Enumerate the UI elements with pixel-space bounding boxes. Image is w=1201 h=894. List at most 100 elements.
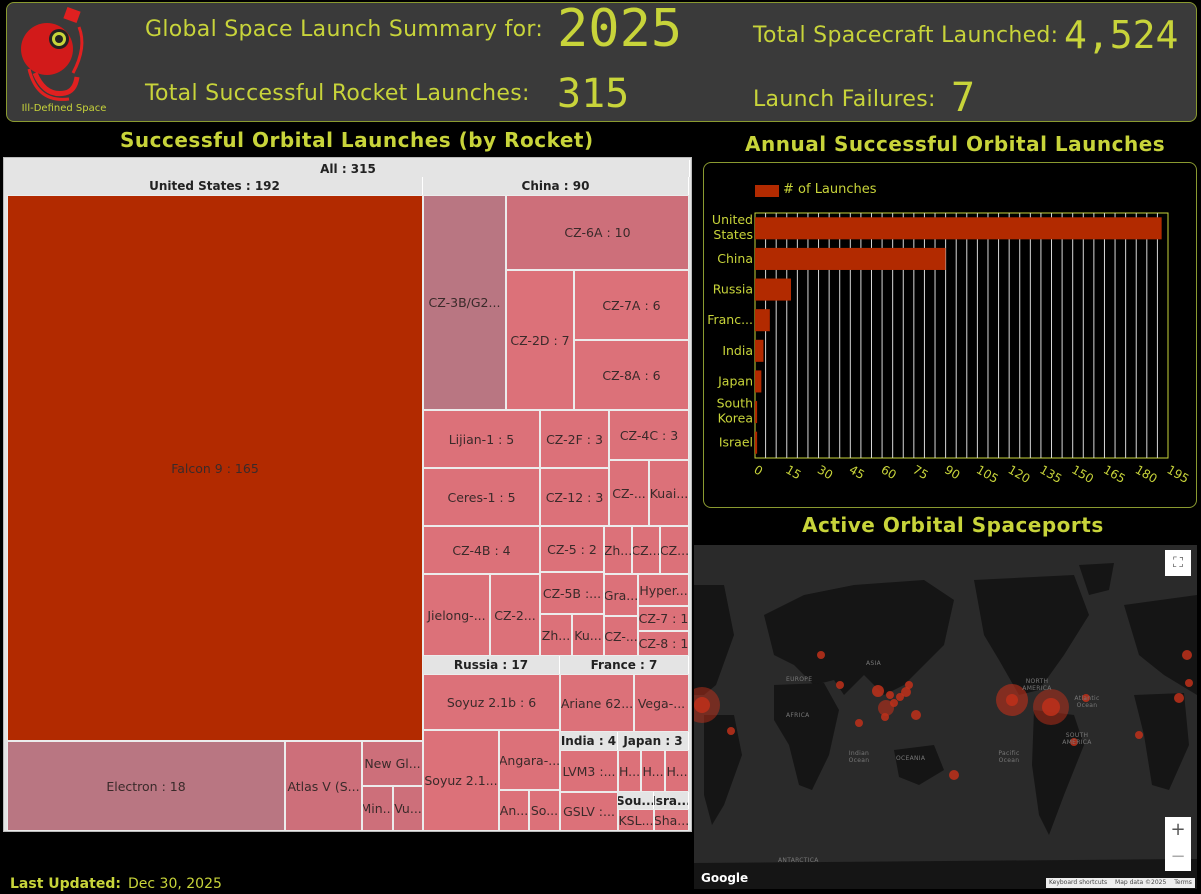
- treemap-cell[interactable]: CZ-8 : 1: [638, 631, 689, 656]
- treemap-cell[interactable]: CZ-2D : 7: [506, 270, 574, 410]
- treemap-cell[interactable]: LVM3 :...: [560, 750, 618, 792]
- treemap-cell[interactable]: H...: [665, 750, 689, 792]
- treemap-cell[interactable]: CZ...: [660, 526, 689, 574]
- x-tick-label: 195: [1165, 462, 1192, 486]
- bar-chart-title: Annual Successful Orbital Launches: [745, 132, 1166, 156]
- treemap-cell[interactable]: CZ-2F : 3: [540, 410, 609, 468]
- treemap-cell[interactable]: New Gl...: [362, 741, 423, 786]
- treemap-cell[interactable]: CZ-5B :...: [540, 572, 604, 614]
- treemap-cell[interactable]: Zh...: [540, 614, 572, 656]
- category-label: China: [717, 251, 753, 266]
- world-map: [694, 545, 1197, 889]
- x-tick-label: 135: [1037, 462, 1064, 486]
- treemap-cell[interactable]: H...: [618, 750, 641, 792]
- label-indian-ocean: Indian Ocean: [848, 750, 870, 764]
- map-title: Active Orbital Spaceports: [802, 513, 1104, 537]
- treemap-cell[interactable]: Vega-...: [634, 674, 689, 732]
- legend-label: # of Launches: [783, 182, 877, 197]
- bar: [755, 217, 1162, 240]
- treemap-cell[interactable]: Vu...: [393, 786, 423, 831]
- x-tick-label: 150: [1069, 462, 1096, 486]
- treemap-cell[interactable]: Ariane 62...: [560, 674, 634, 732]
- treemap-cell[interactable]: Angara-...: [499, 730, 560, 790]
- treemap-cell[interactable]: Hyper...: [638, 574, 689, 606]
- failures-value: 7: [951, 75, 976, 121]
- group-header-united-states[interactable]: United States : 192: [7, 177, 423, 195]
- treemap-cell[interactable]: CZ...: [632, 526, 660, 574]
- zoom-in-button[interactable]: +: [1170, 819, 1186, 840]
- category-label: United: [712, 212, 753, 227]
- zoom-out-button[interactable]: −: [1170, 846, 1186, 867]
- label-atlantic-ocean: Atlantic Ocean: [1074, 695, 1100, 709]
- treemap-cell[interactable]: Min...: [362, 786, 393, 831]
- terms-link[interactable]: Terms: [1174, 879, 1192, 886]
- x-tick-label: 90: [942, 462, 962, 482]
- x-tick-label: 120: [1006, 462, 1033, 486]
- category-label: States: [713, 227, 753, 242]
- treemap-cell[interactable]: Falcon 9 : 165: [7, 195, 423, 741]
- treemap-cell[interactable]: Electron : 18: [7, 741, 285, 831]
- bar: [755, 278, 792, 301]
- treemap-cell[interactable]: CZ-2...: [490, 574, 540, 656]
- group-header-india[interactable]: India : 4: [560, 732, 618, 750]
- x-tick-label: 180: [1133, 462, 1160, 486]
- keyboard-shortcuts-link[interactable]: Keyboard shortcuts: [1049, 879, 1108, 886]
- map-attribution: Keyboard shortcuts Map data ©2025 Terms: [1046, 878, 1195, 888]
- group-header-japan[interactable]: Japan : 3: [618, 732, 689, 750]
- x-tick-label: 165: [1101, 462, 1128, 486]
- treemap-cell[interactable]: CZ-7A : 6: [574, 270, 689, 340]
- fullscreen-icon: ⛶: [1173, 555, 1183, 571]
- bar-chart: 0 15 30 45 60 75 90 105 120 135 150 165 180 195 United…: [707, 212, 1192, 486]
- treemap-cell[interactable]: Atlas V (S...: [285, 741, 362, 831]
- treemap-cell[interactable]: CZ-...: [604, 616, 638, 656]
- category-label: South: [717, 396, 753, 411]
- treemap-cell[interactable]: CZ-...: [609, 460, 649, 526]
- category-label: Franc...: [707, 312, 753, 327]
- map-data-text: Map data ©2025: [1115, 879, 1167, 886]
- spacecraft-label: Total Spacecraft Launched:: [753, 23, 1059, 48]
- treemap-cell[interactable]: An...: [499, 790, 529, 831]
- zoom-control[interactable]: + −: [1165, 817, 1191, 871]
- treemap-cell[interactable]: Soyuz 2.1b : 6: [423, 674, 560, 730]
- treemap-cell[interactable]: CZ-4B : 4: [423, 526, 540, 574]
- treemap-cell[interactable]: Lijian-1 : 5: [423, 410, 540, 468]
- bar: [755, 247, 946, 270]
- treemap-cell[interactable]: KSL...: [618, 809, 654, 831]
- group-header-russia[interactable]: Russia : 17: [423, 656, 560, 674]
- treemap-cell[interactable]: Sha...: [654, 809, 689, 831]
- treemap-cell[interactable]: CZ-12 : 3: [540, 468, 609, 526]
- treemap-cell[interactable]: GSLV :...: [560, 792, 618, 831]
- category-label: Russia: [713, 282, 753, 297]
- last-updated-label: Last Updated:: [10, 876, 121, 892]
- label-africa: AFRICA: [786, 712, 810, 719]
- treemap-root-header[interactable]: All : 315: [7, 160, 690, 177]
- group-header-south-korea[interactable]: Sou...: [618, 792, 654, 809]
- x-tick-label: 45: [847, 462, 867, 482]
- spaceport-map[interactable]: EUROPE ASIA AFRICA OCEANIA NORTH AMERICA…: [694, 545, 1197, 889]
- rocket-treemap: All : 315 United States : 192 China : 90…: [3, 157, 692, 832]
- treemap-title: Successful Orbital Launches (by Rocket): [120, 128, 594, 152]
- group-header-israel[interactable]: Isra...: [654, 792, 689, 809]
- treemap-cell[interactable]: CZ-8A : 6: [574, 340, 689, 410]
- treemap-cell[interactable]: CZ-5 : 2: [540, 526, 604, 572]
- treemap-cell[interactable]: So...: [529, 790, 560, 831]
- treemap-cell[interactable]: Soyuz 2.1...: [423, 730, 499, 831]
- treemap-cell[interactable]: Zh...: [604, 526, 632, 574]
- google-logo: Google: [701, 871, 749, 885]
- treemap-cell[interactable]: Kuai...: [649, 460, 689, 526]
- bar: [755, 401, 758, 424]
- group-header-china[interactable]: China : 90: [423, 177, 689, 195]
- group-header-france[interactable]: France : 7: [560, 656, 689, 674]
- treemap-cell[interactable]: CZ-6A : 10: [506, 195, 689, 270]
- treemap-cell[interactable]: CZ-4C : 3: [609, 410, 689, 460]
- treemap-cell[interactable]: H...: [641, 750, 665, 792]
- label-europe: EUROPE: [786, 676, 813, 683]
- x-tick-label: 105: [974, 462, 1001, 486]
- treemap-cell[interactable]: Gra...: [604, 574, 638, 616]
- treemap-cell[interactable]: CZ-3B/G2...: [423, 195, 506, 410]
- fullscreen-button[interactable]: ⛶: [1165, 550, 1191, 576]
- treemap-cell[interactable]: Ku...: [572, 614, 604, 656]
- treemap-cell[interactable]: Jielong-...: [423, 574, 490, 656]
- treemap-cell[interactable]: CZ-7 : 1: [638, 606, 689, 631]
- treemap-cell[interactable]: Ceres-1 : 5: [423, 468, 540, 526]
